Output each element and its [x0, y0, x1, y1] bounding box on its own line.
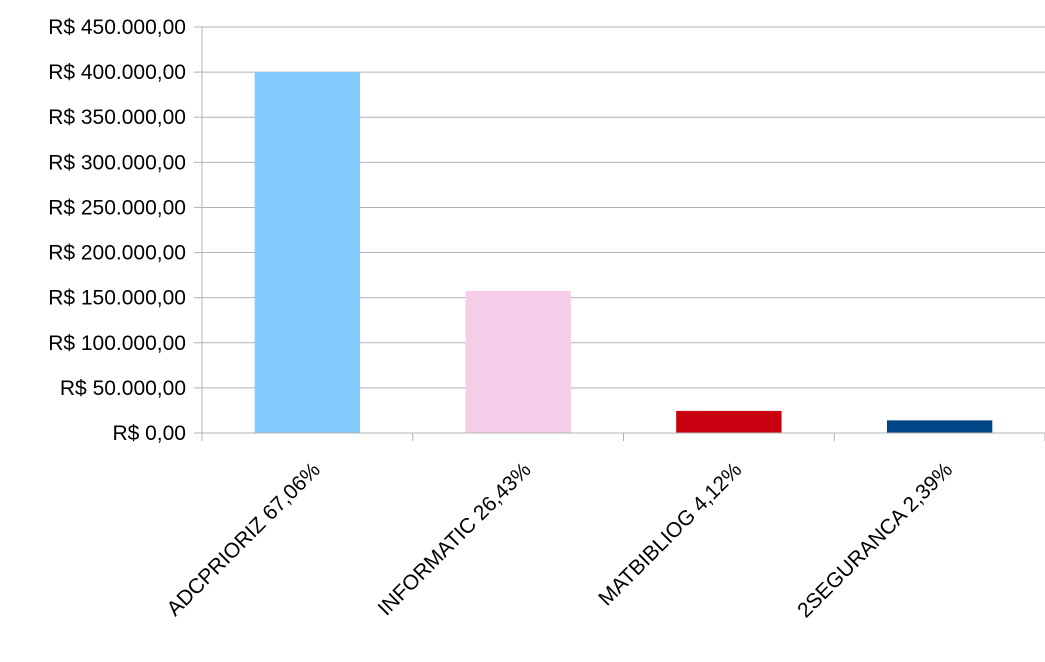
y-tick-label: R$ 250.000,00	[48, 196, 186, 219]
y-tick-label: R$ 300.000,00	[48, 151, 186, 174]
x-axis-ticks: ADCPRIORIZ 67,06% INFORMATIC 26,43% MATBIB…	[163, 433, 1045, 622]
y-axis-ticks: R$ 0,00 R$ 50.000,00 R$ 100.000,00 R$ 150.0…	[48, 16, 202, 445]
y-tick-label: R$ 450.000,00	[48, 16, 186, 39]
y-tick-label: R$ 50.000,00	[60, 377, 186, 400]
x-tick-label: INFORMATIC 26,43%	[374, 458, 536, 620]
y-tick-label: R$ 200.000,00	[48, 242, 186, 265]
bars	[254, 72, 993, 433]
axes	[201, 27, 1045, 434]
x-tick-label: MATBIBLIOG 4,12%	[594, 458, 746, 610]
bar	[676, 410, 782, 433]
bar	[254, 72, 361, 433]
bar	[465, 290, 571, 433]
x-tick-label: ADCPRIORIZ 67,06%	[163, 458, 325, 620]
x-tick-label: 2SEGURANCA 2,39%	[793, 458, 957, 622]
y-tick-label: R$ 350.000,00	[48, 106, 186, 129]
y-tick-label: R$ 400.000,00	[48, 61, 186, 84]
bar	[886, 420, 993, 433]
y-tick-label: R$ 100.000,00	[48, 332, 186, 355]
y-tick-label: R$ 0,00	[112, 422, 186, 445]
y-tick-label: R$ 150.000,00	[48, 287, 186, 310]
